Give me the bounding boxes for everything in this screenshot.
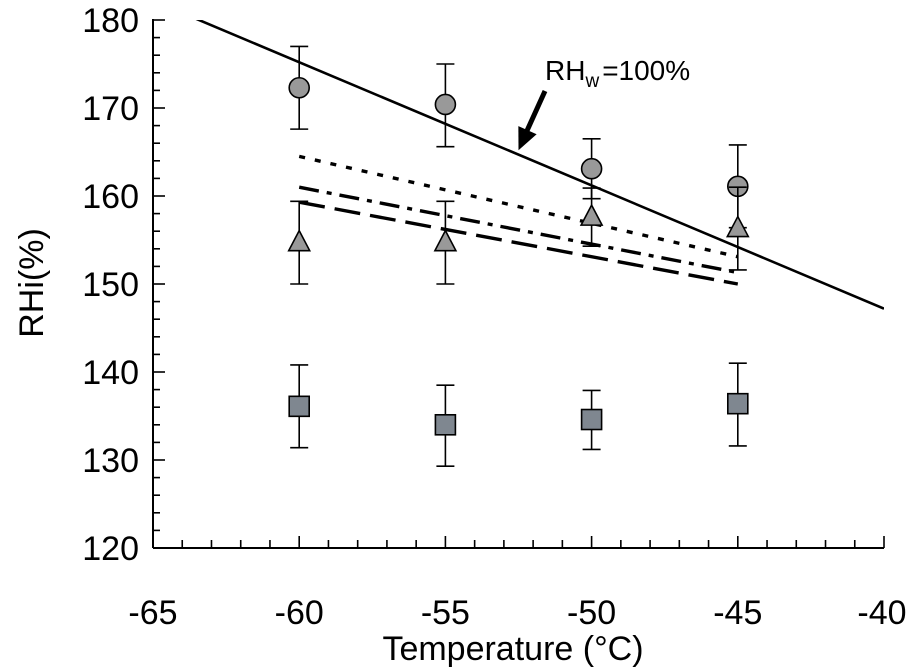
- square-point: [288, 395, 311, 418]
- triangle-point: [579, 203, 604, 226]
- y-tick-label: 180: [82, 2, 139, 40]
- y-tick-label: 130: [82, 442, 139, 480]
- solid-line: [195, 20, 884, 310]
- model-lines: [195, 20, 884, 310]
- dotted-line: [298, 154, 739, 259]
- triangle-point: [287, 228, 312, 252]
- annotation-label: RHw =100%: [545, 55, 690, 92]
- circle-point: [580, 157, 603, 180]
- circle-point: [288, 76, 311, 99]
- square-point: [580, 408, 603, 431]
- y-tick-label: 170: [82, 90, 139, 128]
- dash-dot-line: [298, 185, 739, 275]
- x-tick-label: -65: [128, 594, 177, 632]
- annotation-rh: RH: [545, 55, 585, 86]
- axes: 120 130 140 150 160 170 180 -65 -60 -55 -50 -45 -40: [82, 2, 906, 632]
- annotation-arrow-head: [518, 126, 537, 151]
- annotation-sub: w: [584, 71, 599, 92]
- circle-point: [434, 93, 457, 116]
- triangle-point: [433, 228, 458, 252]
- x-tick-label: -50: [567, 594, 616, 632]
- x-tick-label: -45: [713, 594, 762, 632]
- y-tick-label: 160: [82, 178, 139, 216]
- annotation: RHw =100%: [518, 55, 690, 151]
- annotation-arrow-shaft: [522, 89, 548, 138]
- square-point: [434, 413, 457, 436]
- triangle-point: [725, 214, 750, 238]
- y-tick-label: 120: [82, 530, 139, 568]
- long-dash-line: [298, 200, 739, 286]
- square-point: [726, 392, 749, 415]
- y-tick-label: 150: [82, 266, 139, 304]
- x-tick-label: -55: [421, 594, 470, 632]
- data-points: [287, 45, 750, 467]
- x-tick-label: -40: [857, 594, 906, 632]
- y-tick-label: 140: [82, 354, 139, 392]
- annotation-rest: =100%: [602, 55, 690, 86]
- x-axis-title: Temperature (°C): [382, 630, 643, 667]
- x-tick-label: -60: [275, 594, 324, 632]
- y-axis-title: RHi(%): [13, 228, 51, 338]
